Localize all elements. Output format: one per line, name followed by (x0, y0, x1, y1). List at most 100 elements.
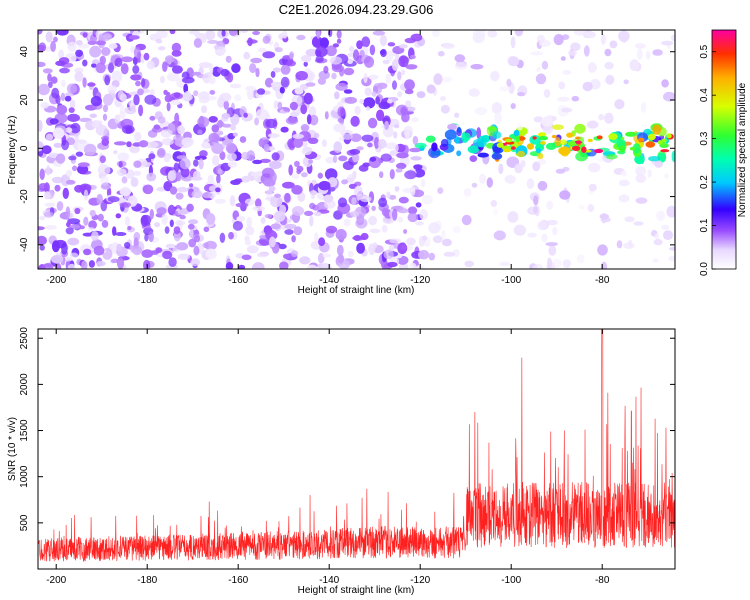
heat-cell (343, 218, 351, 227)
heat-cell (342, 161, 354, 171)
heat-cell (56, 201, 64, 211)
heat-cell (87, 40, 97, 46)
heat-cell (661, 40, 674, 46)
heat-cell (305, 48, 318, 57)
snr-xtick-label: -80 (595, 575, 610, 586)
heat-cell (169, 30, 176, 35)
heat-cell (363, 56, 375, 68)
heat-cell (280, 126, 289, 133)
heat-cell (412, 135, 419, 145)
heat-cell (404, 89, 414, 95)
heat-cell (228, 231, 234, 240)
heat-cell (141, 249, 154, 258)
snr-xtick-label: -100 (501, 575, 521, 586)
heat-cell (91, 231, 99, 241)
heat-cell (274, 210, 286, 222)
heat-cell (103, 104, 108, 113)
heat-cell (510, 103, 516, 110)
snr-xtick-label: -120 (410, 575, 430, 586)
heat-cell (600, 34, 607, 45)
heat-cell (377, 139, 387, 149)
heat-cell (315, 46, 328, 58)
heat-cell (337, 254, 344, 264)
heat-cell (418, 249, 430, 260)
heat-cell (381, 207, 389, 217)
heat-cell (299, 256, 311, 265)
snr-background (38, 329, 675, 569)
heat-cell (416, 91, 426, 99)
heat-cell (221, 113, 231, 119)
heat-cell (255, 67, 260, 78)
heat-cell (371, 91, 377, 97)
heat-cell (296, 34, 306, 41)
heat-cell (661, 224, 670, 230)
heat-cell (305, 82, 316, 87)
heat-cell (586, 120, 599, 129)
heat-cell (609, 40, 618, 49)
heat-peak (567, 141, 577, 147)
heat-peak (575, 136, 581, 140)
heat-cell (58, 49, 65, 60)
heat-cell (507, 211, 519, 223)
heat-cell (225, 142, 237, 154)
heat-cell (537, 220, 547, 231)
heat-cell (621, 34, 628, 44)
heat-cell (187, 223, 195, 230)
heat-cell (336, 38, 342, 44)
heat-cell (368, 215, 377, 226)
heat-cell (74, 207, 81, 215)
heat-cell (155, 30, 168, 39)
colorbar-tick-label: 0.1 (699, 218, 710, 232)
heat-cell (239, 136, 247, 143)
heat-cell (129, 145, 140, 154)
heat-cell (338, 136, 345, 141)
snr-ytick-label: 2500 (19, 327, 30, 350)
heat-cell (234, 94, 242, 102)
heat-cell (374, 136, 380, 149)
heat-cell (490, 70, 500, 82)
heat-cell (415, 202, 422, 208)
heat-cell (174, 112, 180, 125)
heat-cell (189, 183, 194, 188)
heat-cell (493, 230, 506, 241)
heat-peak (657, 140, 663, 145)
heat-cell (422, 235, 428, 241)
heat-cell (318, 180, 331, 191)
heat-cell (310, 194, 316, 199)
heat-cell (301, 172, 308, 178)
heat-peak (551, 134, 557, 139)
heat-cell (67, 41, 77, 52)
heat-cell (252, 262, 265, 269)
heat-peak (574, 140, 583, 144)
heat-cell (303, 92, 313, 105)
heat-peak (496, 142, 504, 148)
heat-cell (119, 111, 126, 119)
heat-cell (250, 171, 263, 177)
heat-cell (162, 250, 173, 260)
heat-cell (175, 192, 184, 200)
heat-cell (59, 67, 70, 74)
colorbar-tick-label: 0.4 (699, 88, 710, 102)
heat-cell (652, 258, 659, 263)
heat-cell (410, 54, 416, 60)
heat-cell (83, 189, 89, 201)
heat-cell (645, 50, 651, 60)
heat-cell (97, 213, 104, 222)
heat-cell (396, 162, 407, 170)
heat-cell (444, 129, 457, 140)
heat-cell (409, 186, 416, 196)
heat-cell (38, 30, 43, 35)
heat-peak (538, 132, 547, 138)
heat-cell (44, 202, 56, 207)
heat-cell (383, 249, 394, 260)
heat-cell (180, 166, 190, 178)
heat-cell (229, 83, 242, 89)
heat-peak (608, 133, 618, 141)
heat-peak (538, 136, 548, 141)
heat-cell (494, 112, 502, 125)
heat-cell (419, 209, 429, 220)
heat-cell (343, 67, 355, 76)
heat-cell (426, 84, 436, 94)
heat-cell (45, 133, 54, 141)
